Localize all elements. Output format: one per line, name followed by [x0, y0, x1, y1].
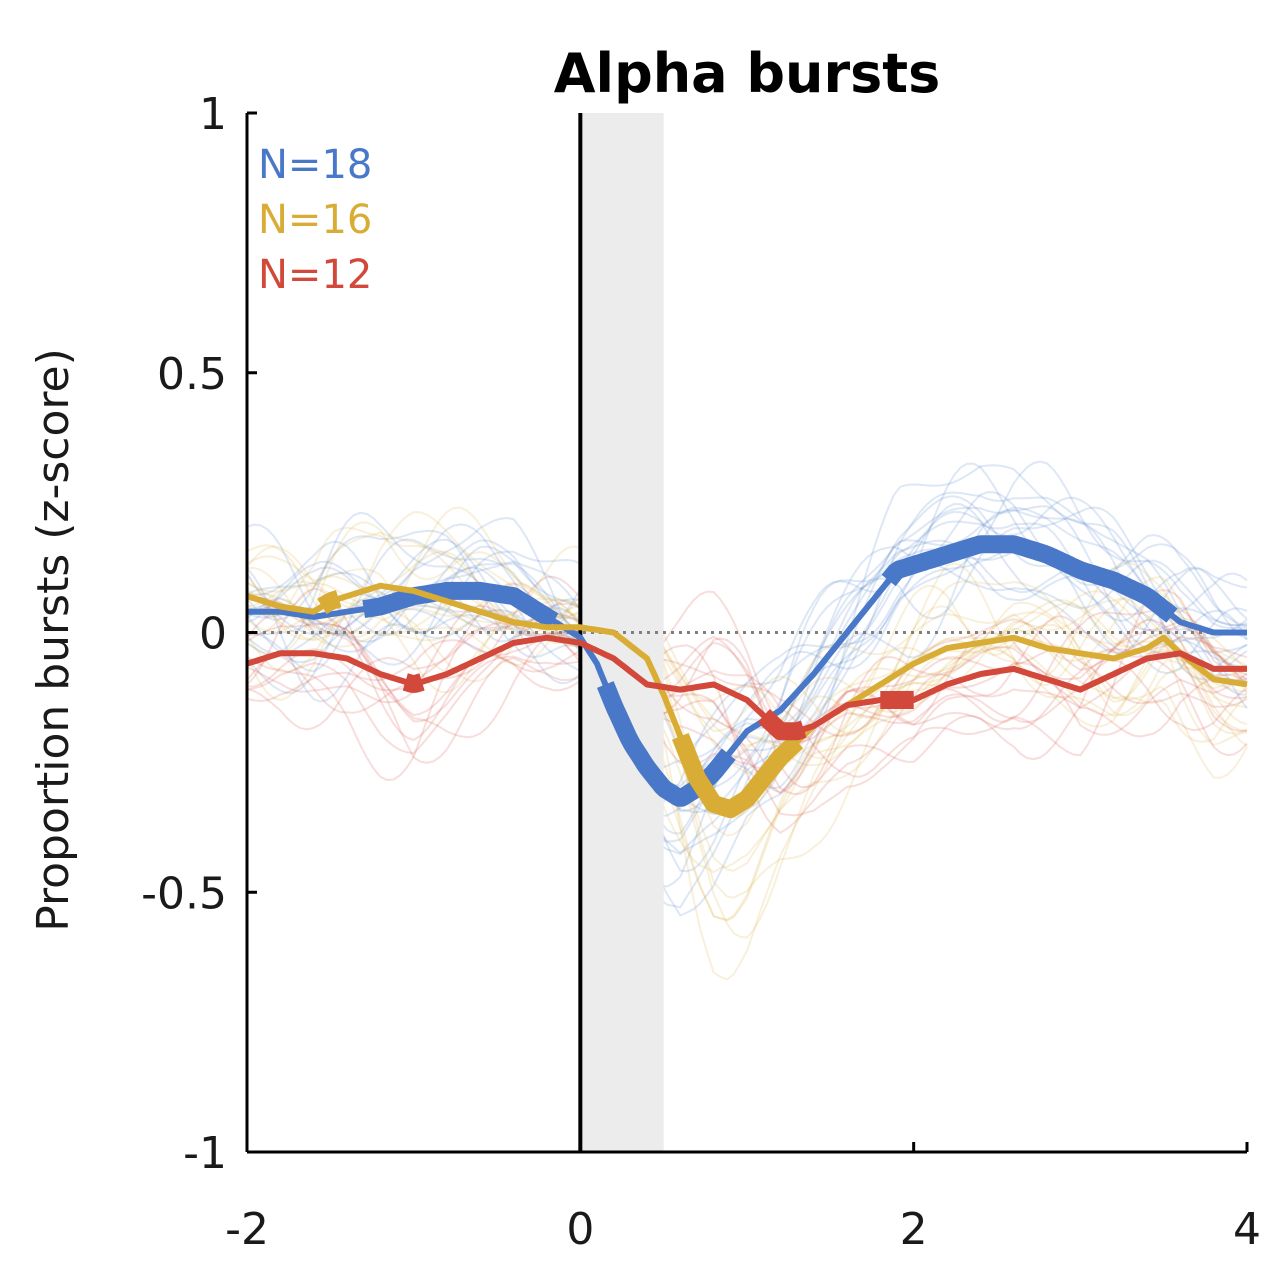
individual-trace — [246, 590, 1248, 742]
y-tick-label: 0 — [199, 609, 227, 660]
significant-segment-1-0 — [316, 590, 345, 615]
y-tick-label: -1 — [183, 1128, 227, 1179]
individual-trace — [246, 575, 1248, 734]
axes: -2 0 2 4 1 0.5 0 -0.5 -1 — [141, 89, 1261, 1255]
individual-trace — [246, 511, 1248, 981]
y-axis-label: Proportion bursts (z-score) — [28, 348, 79, 932]
significant-segment-2-0 — [399, 673, 428, 693]
x-tick-label: 4 — [1233, 1204, 1261, 1255]
x-tick-label: -2 — [225, 1204, 269, 1255]
significant-segment-2-1 — [757, 709, 810, 741]
individual-trace — [246, 609, 1248, 789]
individual-trace — [246, 464, 1248, 917]
series-layer — [246, 535, 1248, 819]
legend-entry: N=18 — [258, 142, 372, 188]
y-tick-label: 1 — [199, 89, 227, 140]
individual-trace — [246, 555, 1248, 775]
individual-trace — [246, 526, 1248, 922]
individual-trace — [246, 559, 1248, 771]
x-tick-label: 0 — [566, 1204, 594, 1255]
individual-trace — [246, 544, 1248, 899]
individual-trace — [246, 612, 1248, 817]
legend-entry: N=12 — [258, 252, 372, 298]
significant-segment-0-1 — [596, 681, 736, 807]
individual-trace — [246, 538, 1248, 796]
significant-segment-1-1 — [671, 732, 804, 819]
individual-trace — [246, 620, 1248, 795]
y-tick-label: -0.5 — [141, 868, 227, 919]
significant-segment-0-2 — [881, 535, 1178, 623]
individual-trace — [246, 509, 1248, 759]
legend: N=18 N=16 N=12 — [258, 142, 372, 298]
individual-trace — [246, 631, 1248, 770]
individual-trace — [246, 496, 1247, 794]
chart-title: Alpha bursts — [554, 42, 940, 105]
individual-trace — [246, 491, 1248, 873]
individual-trace — [246, 588, 1248, 774]
individual-trace — [246, 531, 1248, 921]
individual-trace — [246, 506, 1248, 939]
y-tick-label: 0.5 — [157, 349, 227, 400]
individual-trace — [246, 503, 1248, 888]
x-tick-label: 2 — [900, 1204, 928, 1255]
faint-individual-traces — [246, 460, 1248, 981]
individual-trace — [246, 521, 1248, 874]
legend-entry: N=16 — [258, 197, 372, 243]
significant-segment-0-0 — [358, 581, 560, 629]
individual-trace — [246, 545, 1248, 760]
individual-trace — [246, 606, 1248, 749]
individual-trace — [246, 572, 1248, 747]
individual-trace — [246, 602, 1248, 835]
individual-trace — [246, 587, 1248, 778]
